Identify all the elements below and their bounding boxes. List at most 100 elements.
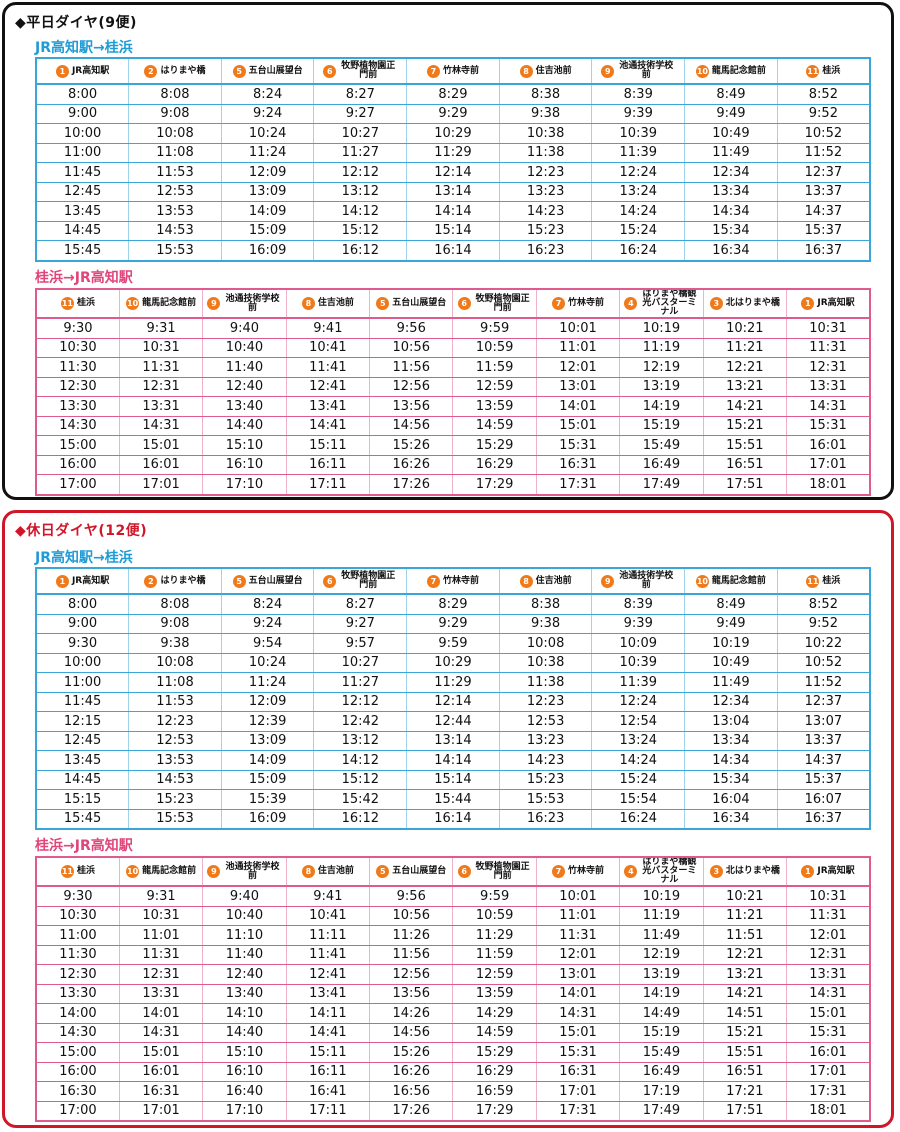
departure-time: 9:39 xyxy=(591,614,686,634)
departure-time: 16:31 xyxy=(536,1062,621,1082)
departure-time: 16:51 xyxy=(703,1062,788,1082)
stop-name: はりまや橋観光バスターミナル xyxy=(642,857,697,885)
departure-time: 12:54 xyxy=(591,711,686,732)
stop-name: 五台山展望台 xyxy=(248,65,303,76)
departure-time: 14:11 xyxy=(286,1003,371,1024)
stop-number-icon: 9 xyxy=(601,64,615,78)
stop-name: 住吉池前 xyxy=(317,298,354,308)
stop-header: 11 桂浜 xyxy=(777,568,871,595)
departure-time: 15:21 xyxy=(703,416,788,436)
departure-time: 12:30 xyxy=(36,964,120,985)
departure-time: 9:40 xyxy=(202,886,287,907)
stop-name: はりまや橋 xyxy=(160,65,206,76)
stop-number-icon: 1 xyxy=(801,865,815,878)
departure-time: 14:09 xyxy=(221,750,315,771)
departure-time: 11:30 xyxy=(36,357,120,378)
table-row: 11:30 11:31 11:40 11:41 11:56 11:59 12:01 12:19… xyxy=(36,945,871,965)
departure-time: 15:00 xyxy=(36,435,120,456)
departure-time: 11:00 xyxy=(36,143,130,163)
departure-time: 15:24 xyxy=(591,221,686,241)
departure-time: 14:00 xyxy=(36,1003,120,1024)
departure-time: 14:37 xyxy=(777,750,871,771)
departure-time: 13:34 xyxy=(684,182,778,202)
departure-time: 11:27 xyxy=(313,672,408,693)
departure-time: 12:53 xyxy=(499,711,593,732)
table-row: 9:30 9:38 9:54 9:57 9:59 10:08 10:09 10:19 10:22 xyxy=(36,633,871,654)
departure-time: 10:56 xyxy=(369,338,454,358)
stop-label: 11 桂浜 xyxy=(60,297,95,310)
departure-time: 14:12 xyxy=(313,750,408,771)
stop-number-icon: 5 xyxy=(376,297,390,310)
departure-time: 13:12 xyxy=(313,731,408,751)
departure-time: 11:49 xyxy=(684,143,778,163)
departure-time: 14:53 xyxy=(128,221,222,241)
stop-header: 6 牧野植物園正門前 xyxy=(313,58,408,85)
departure-time: 13:21 xyxy=(703,377,788,397)
holiday-inbound-table: 11 桂浜 10 龍馬記念館前 9 池通技術学校前 8 住吉池前 5 五台山展望台 6 牧野植物園正門… xyxy=(35,856,871,1122)
stop-name: 竹林寺前 xyxy=(568,298,605,308)
stop-label: 9 池通技術学校前 xyxy=(601,572,675,590)
departure-time: 11:56 xyxy=(369,945,454,965)
weekday-outbound-title: JR高知駅→桂浜 xyxy=(35,40,133,56)
stop-number-icon: 4 xyxy=(624,865,638,878)
stop-label: 11 桂浜 xyxy=(806,64,840,78)
departure-time: 9:52 xyxy=(777,104,871,124)
departure-time: 9:57 xyxy=(313,633,408,654)
departure-time: 13:31 xyxy=(786,964,871,985)
departure-time: 14:45 xyxy=(36,770,130,790)
departure-time: 9:24 xyxy=(221,614,315,634)
departure-time: 17:31 xyxy=(786,1081,871,1102)
departure-time: 9:39 xyxy=(591,104,686,124)
departure-time: 12:12 xyxy=(313,162,408,183)
stop-name: 住吉池前 xyxy=(317,866,354,876)
departure-time: 13:31 xyxy=(119,984,204,1004)
stop-number-icon: 9 xyxy=(601,574,615,588)
departure-time: 8:27 xyxy=(313,594,408,615)
departure-time: 17:00 xyxy=(36,474,120,495)
table-row: 11:00 11:08 11:24 11:27 11:29 11:38 11:39 11:49… xyxy=(36,143,871,163)
departure-time: 13:31 xyxy=(786,377,871,397)
departure-time: 15:01 xyxy=(786,1003,871,1024)
departure-time: 10:38 xyxy=(499,123,593,144)
departure-time: 15:44 xyxy=(406,789,500,810)
departure-time: 10:39 xyxy=(591,123,686,144)
weekday-outbound-table: 1 JR高知駅 2 はりまや橋 5 五台山展望台 6 牧野植物園正門前 7 竹林寺前 8 住吉池前 9 池… xyxy=(35,57,871,262)
departure-time: 15:31 xyxy=(536,435,621,456)
departure-time: 10:01 xyxy=(536,318,621,339)
departure-time: 10:22 xyxy=(777,633,871,654)
departure-time: 11:40 xyxy=(202,357,287,378)
departure-time: 9:08 xyxy=(128,614,222,634)
stop-name: 龍馬記念館前 xyxy=(142,298,197,308)
table-row: 13:30 13:31 13:40 13:41 13:56 13:59 14:01 14:19… xyxy=(36,984,871,1004)
stop-number-icon: 11 xyxy=(60,297,74,310)
departure-time: 13:12 xyxy=(313,182,408,202)
stop-number-icon: 6 xyxy=(457,297,471,310)
departure-time: 9:31 xyxy=(119,886,204,907)
stop-label: 8 住吉池前 xyxy=(519,64,572,78)
departure-time: 8:52 xyxy=(777,594,871,615)
departure-time: 14:56 xyxy=(369,416,454,436)
departure-time: 15:26 xyxy=(369,435,454,456)
stop-name: 牧野植物園正門前 xyxy=(341,571,396,590)
departure-time: 8:39 xyxy=(591,594,686,615)
departure-time: 12:39 xyxy=(221,711,315,732)
table-row: 10:30 10:31 10:40 10:41 10:56 10:59 11:01 11:19… xyxy=(36,338,871,358)
stop-header: 1 JR高知駅 xyxy=(36,568,130,595)
stop-header: 11 桂浜 xyxy=(36,289,120,319)
stop-label: 1 JR高知駅 xyxy=(801,865,855,878)
stop-header-row: 1 JR高知駅 2 はりまや橋 5 五台山展望台 6 牧野植物園正門前 7 竹林寺前 8 住吉池前 9 池… xyxy=(36,568,871,595)
departure-time: 14:31 xyxy=(786,984,871,1004)
stop-label: 7 竹林寺前 xyxy=(552,297,604,310)
departure-time: 14:45 xyxy=(36,221,130,241)
departure-time: 12:31 xyxy=(119,964,204,985)
stop-name: 五台山展望台 xyxy=(392,866,447,876)
stop-header: 1 JR高知駅 xyxy=(36,58,130,85)
departure-time: 16:14 xyxy=(406,809,500,830)
stop-name: 桂浜 xyxy=(822,575,841,586)
departure-time: 11:10 xyxy=(202,925,287,946)
stop-label: 10 龍馬記念館前 xyxy=(126,297,196,310)
table-row: 16:00 16:01 16:10 16:11 16:26 16:29 16:31 16:49… xyxy=(36,1062,871,1082)
departure-time: 13:14 xyxy=(406,182,500,202)
departure-time: 10:01 xyxy=(536,886,621,907)
departure-time: 17:11 xyxy=(286,1101,371,1122)
